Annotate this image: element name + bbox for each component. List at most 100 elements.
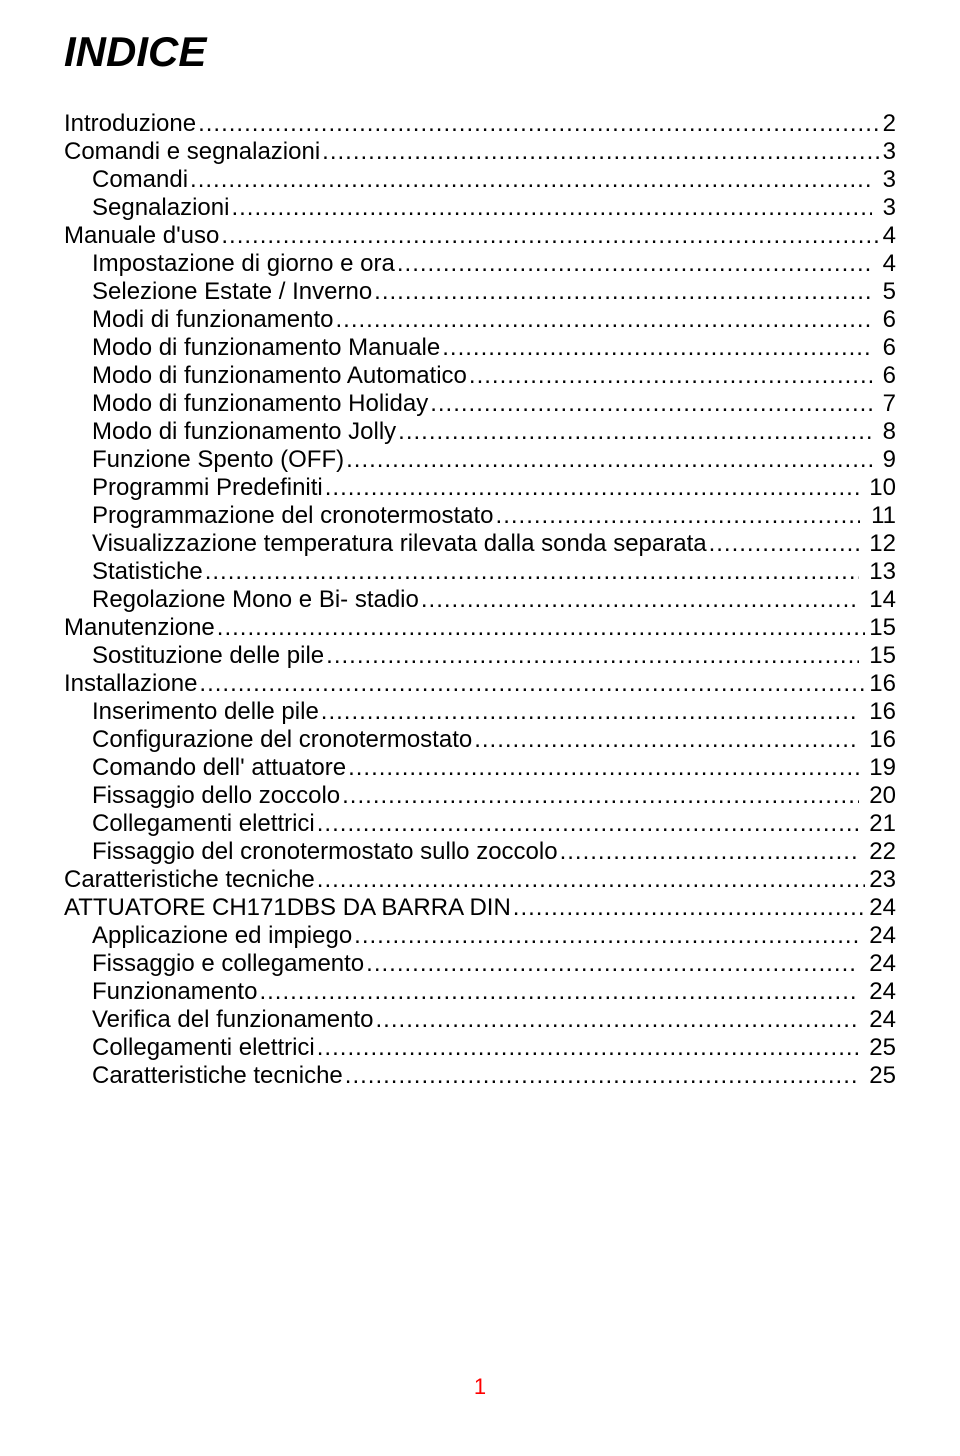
toc-page: 12	[859, 532, 896, 556]
toc-leader-dots: ........................................…	[340, 784, 858, 808]
toc-label: Introduzione	[64, 112, 196, 136]
toc-leader-dots: ........................................…	[374, 1008, 859, 1032]
toc-leader-dots: ........................................…	[440, 336, 872, 360]
toc-row: Regolazione Mono e Bi- stadio...........…	[64, 588, 896, 612]
toc-leader-dots: ........................................…	[323, 476, 859, 500]
toc-row: Segnalazioni............................…	[64, 196, 896, 220]
toc-row: Funzionamento...........................…	[64, 980, 896, 1004]
toc-row: Verifica del funzionamento..............…	[64, 1008, 896, 1032]
toc-leader-dots: ........................................…	[188, 168, 872, 192]
toc-label: Programmi Predefiniti	[64, 476, 323, 500]
toc-row: Statistiche.............................…	[64, 560, 896, 584]
toc-page: 16	[865, 672, 896, 696]
toc-leader-dots: ........................................…	[344, 448, 872, 472]
toc-label: ATTUATORE CH171DBS DA BARRA DIN	[64, 896, 511, 920]
toc-label: Verifica del funzionamento	[64, 1008, 374, 1032]
toc-label: Sostituzione delle pile	[64, 644, 324, 668]
toc-row: Inserimento delle pile..................…	[64, 700, 896, 724]
toc-page: 25	[859, 1064, 896, 1088]
toc-leader-dots: ........................................…	[428, 392, 872, 416]
toc-leader-dots: ........................................…	[558, 840, 859, 864]
toc-page: 15	[865, 616, 896, 640]
toc-leader-dots: ........................................…	[324, 644, 858, 668]
toc-label: Configurazione del cronotermostato	[64, 728, 472, 752]
toc-row: Modo di funzionamento Jolly.............…	[64, 420, 896, 444]
toc-row: Sostituzione delle pile.................…	[64, 644, 896, 668]
toc-page: 20	[859, 784, 896, 808]
toc-leader-dots: ........................................…	[346, 756, 859, 780]
toc-label: Applicazione ed impiego	[64, 924, 352, 948]
toc-leader-dots: ........................................…	[395, 252, 872, 276]
toc-label: Statistiche	[64, 560, 203, 584]
toc-row: Modi di funzionamento...................…	[64, 308, 896, 332]
toc-label: Fissaggio e collegamento	[64, 952, 364, 976]
toc-row: ATTUATORE CH171DBS DA BARRA DIN.........…	[64, 896, 896, 920]
toc-row: Caratteristiche tecniche................…	[64, 1064, 896, 1088]
toc-page: 3	[879, 140, 896, 164]
toc-page: 4	[872, 252, 896, 276]
toc-row: Fissaggio del cronotermostato sullo zocc…	[64, 840, 896, 864]
toc-label: Segnalazioni	[64, 196, 229, 220]
toc-row: Manutenzione............................…	[64, 616, 896, 640]
toc-label: Programmazione del cronotermostato	[64, 504, 494, 528]
toc-label: Manuale d'uso	[64, 224, 219, 248]
toc-row: Selezione Estate / Inverno..............…	[64, 280, 896, 304]
toc-label: Funzione Spento (OFF)	[64, 448, 344, 472]
toc-page: 24	[859, 952, 896, 976]
toc-leader-dots: ........................................…	[372, 280, 872, 304]
toc-page: 24	[859, 980, 896, 1004]
toc-leader-dots: ........................................…	[203, 560, 859, 584]
toc-row: Comando dell' attuatore.................…	[64, 756, 896, 780]
toc-leader-dots: ........................................…	[257, 980, 858, 1004]
toc-page: 15	[859, 644, 896, 668]
toc-page: 10	[859, 476, 896, 500]
toc-leader-dots: ........................................…	[364, 952, 858, 976]
toc-row: Comandi e segnalazioni..................…	[64, 140, 896, 164]
toc-leader-dots: ........................................…	[494, 504, 861, 528]
toc-row: Programmi Predefiniti...................…	[64, 476, 896, 500]
toc-leader-dots: ........................................…	[511, 896, 866, 920]
toc-row: Modo di funzionamento Holiday...........…	[64, 392, 896, 416]
toc-page: 23	[865, 868, 896, 892]
toc-leader-dots: ........................................…	[419, 588, 859, 612]
toc-leader-dots: ........................................…	[219, 224, 878, 248]
toc-row: Impostazione di giorno e ora............…	[64, 252, 896, 276]
toc-leader-dots: ........................................…	[229, 196, 872, 220]
toc-label: Regolazione Mono e Bi- stadio	[64, 588, 419, 612]
toc-label: Modo di funzionamento Automatico	[64, 364, 467, 388]
toc-row: Applicazione ed impiego.................…	[64, 924, 896, 948]
toc-label: Fissaggio del cronotermostato sullo zocc…	[64, 840, 558, 864]
toc-label: Funzionamento	[64, 980, 257, 1004]
toc-page: 19	[859, 756, 896, 780]
toc-page: 3	[872, 196, 896, 220]
toc-label: Caratteristiche tecniche	[64, 1064, 343, 1088]
toc-leader-dots: ........................................…	[215, 616, 866, 640]
toc-leader-dots: ........................................…	[320, 140, 878, 164]
toc-leader-dots: ........................................…	[333, 308, 872, 332]
toc-row: Caratteristiche tecniche................…	[64, 868, 896, 892]
toc-row: Collegamenti elettrici..................…	[64, 1036, 896, 1060]
toc-row: Configurazione del cronotermostato......…	[64, 728, 896, 752]
toc-label: Comandi e segnalazioni	[64, 140, 320, 164]
toc-label: Comando dell' attuatore	[64, 756, 346, 780]
toc-page: 9	[872, 448, 896, 472]
toc-label: Visualizzazione temperatura rilevata dal…	[64, 532, 707, 556]
toc-page: 6	[872, 308, 896, 332]
toc-leader-dots: ........................................…	[472, 728, 858, 752]
toc-page: 16	[859, 700, 896, 724]
toc-page: 16	[859, 728, 896, 752]
toc-row: Visualizzazione temperatura rilevata dal…	[64, 532, 896, 556]
toc-leader-dots: ........................................…	[707, 532, 859, 556]
toc-row: Installazione...........................…	[64, 672, 896, 696]
toc-page: 13	[859, 560, 896, 584]
toc-page: 21	[859, 812, 896, 836]
toc-label: Collegamenti elettrici	[64, 812, 315, 836]
toc-page: 7	[872, 392, 896, 416]
toc-row: Modo di funzionamento Manuale...........…	[64, 336, 896, 360]
toc-page: 24	[865, 896, 896, 920]
toc-label: Selezione Estate / Inverno	[64, 280, 372, 304]
toc-label: Collegamenti elettrici	[64, 1036, 315, 1060]
toc-page: 4	[879, 224, 896, 248]
toc-page: 25	[859, 1036, 896, 1060]
toc-leader-dots: ........................................…	[343, 1064, 859, 1088]
